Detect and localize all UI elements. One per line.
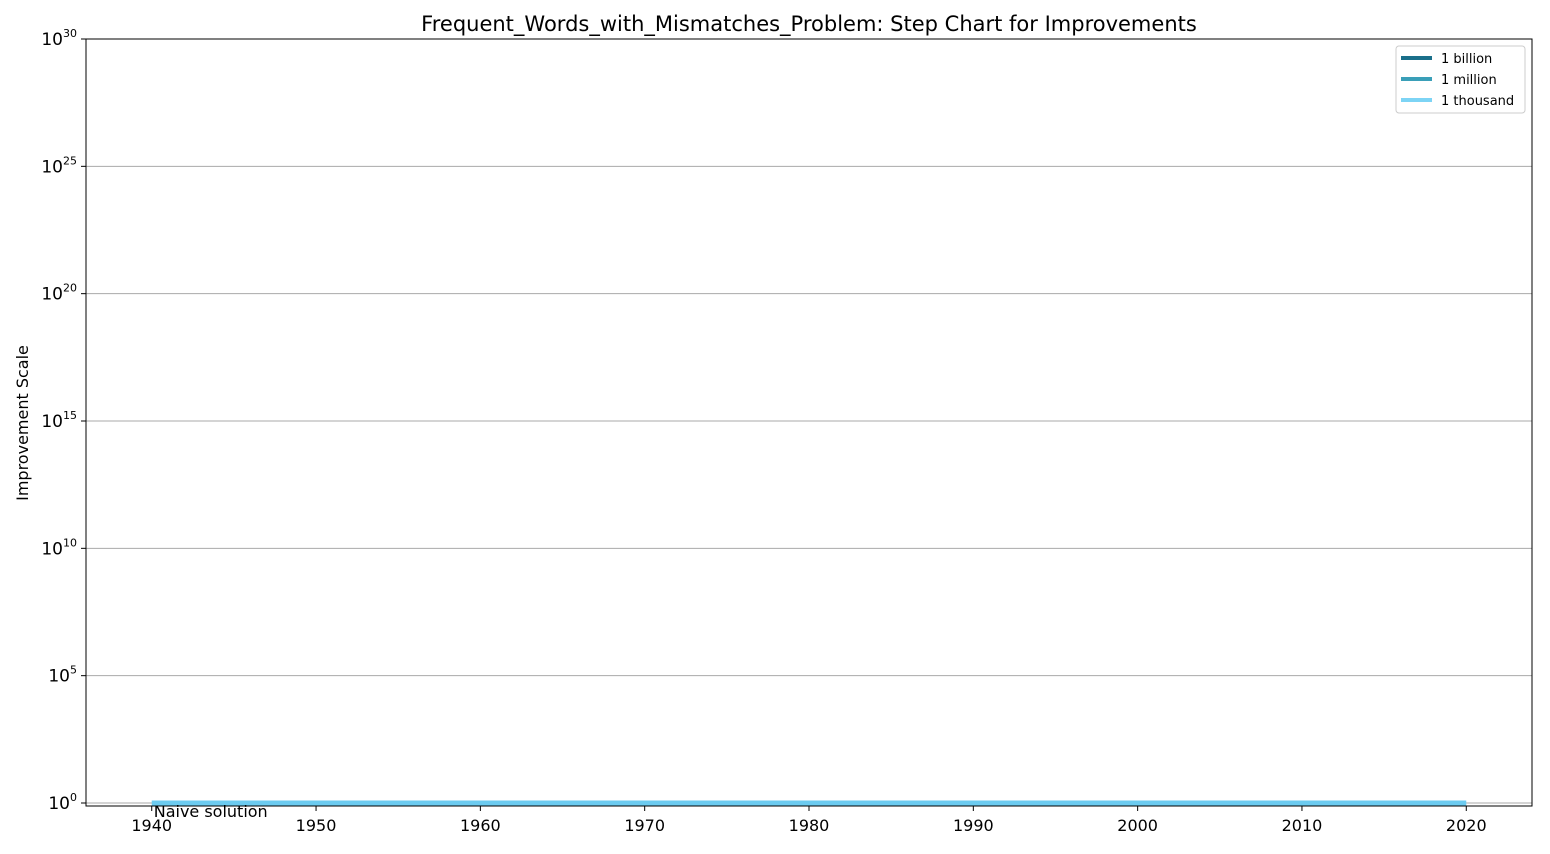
annotation-0: Naive solution: [154, 802, 268, 821]
legend-label-1: 1 million: [1441, 73, 1497, 88]
annotation-layer: Naive solution: [154, 802, 268, 821]
x-tick-label-8: 2020: [1446, 816, 1487, 835]
x-tick-label-0: 1940: [131, 816, 172, 835]
legend: 1 billion 1 million 1 thousand: [1395, 45, 1526, 114]
legend-items: 1 billion 1 million 1 thousand: [1401, 52, 1514, 109]
legend-label-2: 1 thousand: [1441, 94, 1514, 109]
y-tick-label-4: 1020: [41, 282, 77, 305]
legend-label-0: 1 billion: [1441, 52, 1492, 67]
x-tick-label-1: 1950: [296, 816, 337, 835]
x-axis-ticks: 1940 1950 1960 1970 1980 1990 2000 2010 2020: [131, 806, 1487, 835]
x-tick-label-4: 1980: [789, 816, 830, 835]
legend-frame: [1395, 45, 1526, 114]
y-axis-label: Improvement Scale: [13, 345, 32, 501]
plot-frame: [85, 38, 1533, 807]
x-tick-label-3: 1970: [624, 816, 665, 835]
x-tick-label-5: 1990: [953, 816, 994, 835]
y-tick-label-5: 1025: [41, 154, 77, 177]
x-tick-label-6: 2000: [1117, 816, 1158, 835]
y-axis-ticks: 100 105 1010 1015 1020 1025 1030: [41, 27, 86, 814]
chart-title: Frequent_Words_with_Mismatches_Problem: …: [421, 12, 1197, 37]
y-tick-label-6: 1030: [41, 27, 77, 50]
y-tick-label-0: 100: [48, 791, 77, 814]
x-tick-label-7: 2010: [1282, 816, 1323, 835]
y-tick-label-1: 105: [48, 664, 77, 687]
grid-layer: [86, 38, 1532, 804]
y-tick-label-3: 1015: [41, 409, 77, 432]
x-tick-label-2: 1960: [460, 816, 501, 835]
y-tick-label-2: 1010: [41, 536, 77, 559]
